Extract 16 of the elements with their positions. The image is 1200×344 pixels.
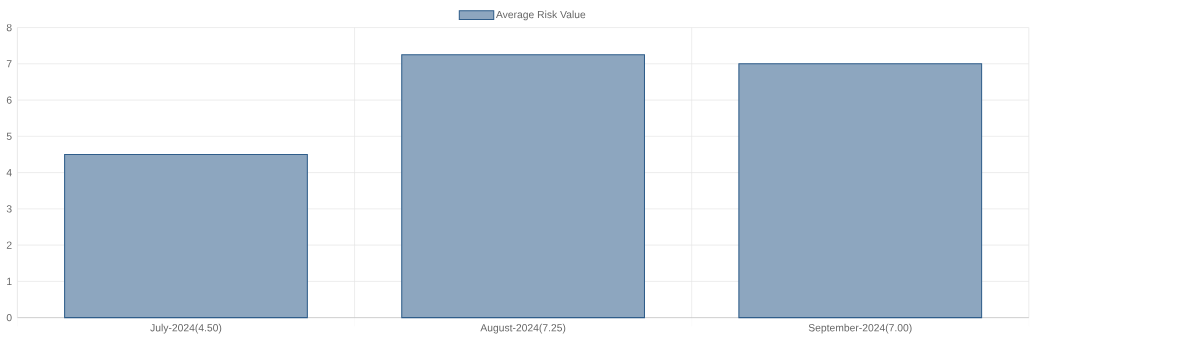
y-tick-label: 4 — [6, 168, 12, 176]
bar — [738, 63, 983, 318]
legend-label: Average Risk Value — [495, 10, 586, 21]
bar — [401, 54, 645, 318]
y-tick-label: 3 — [6, 205, 12, 213]
y-tick-label: 1 — [7, 277, 12, 285]
y-tick-label: 7 — [6, 60, 12, 68]
bar — [64, 153, 308, 318]
y-tick-label: 2 — [6, 241, 12, 249]
y-tick-label: 6 — [6, 96, 12, 104]
y-tick-label: 0 — [6, 313, 12, 322]
x-tick-label: August-2024(7.25) — [480, 323, 566, 334]
y-tick-label: 8 — [6, 23, 12, 32]
x-tick-label: July-2024(4.50) — [150, 323, 222, 334]
x-tick-label: September-2024(7.00) — [808, 323, 912, 334]
y-tick-label: 5 — [6, 132, 12, 140]
